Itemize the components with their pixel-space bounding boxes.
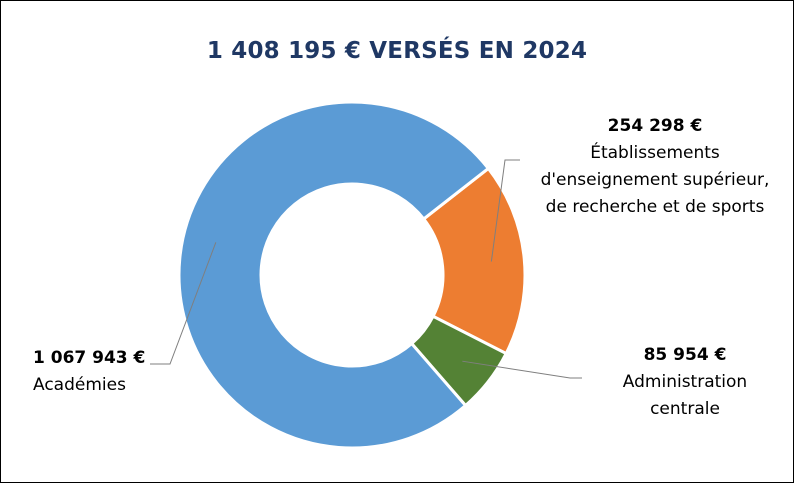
chart-title: 1 408 195 € VERSÉS EN 2024 (206, 38, 588, 64)
label-etablissements-line3: de recherche et de sports (545, 197, 765, 217)
label-academies: 1 067 943 € Académies (33, 345, 183, 399)
label-administration-line2: centrale (650, 399, 720, 419)
leader-etablissements (490, 159, 520, 262)
label-etablissements-value: 254 298 € (607, 116, 703, 136)
leader-academies (150, 242, 217, 365)
label-administration-line1: Administration (622, 372, 748, 392)
label-academies-line1: Académies (33, 375, 126, 395)
label-etablissements: 254 298 € Établissements d'enseignement … (520, 113, 790, 221)
leader-administration (462, 360, 582, 379)
label-etablissements-line2: d'enseignement supérieur, (540, 170, 770, 190)
label-academies-value: 1 067 943 € (33, 348, 146, 368)
label-etablissements-line1: Établissements (590, 143, 720, 163)
slice-academies (177, 100, 491, 450)
label-administration: 85 954 € Administration centrale (590, 342, 780, 423)
slice-etablissements (421, 166, 527, 356)
label-administration-value: 85 954 € (643, 345, 727, 365)
